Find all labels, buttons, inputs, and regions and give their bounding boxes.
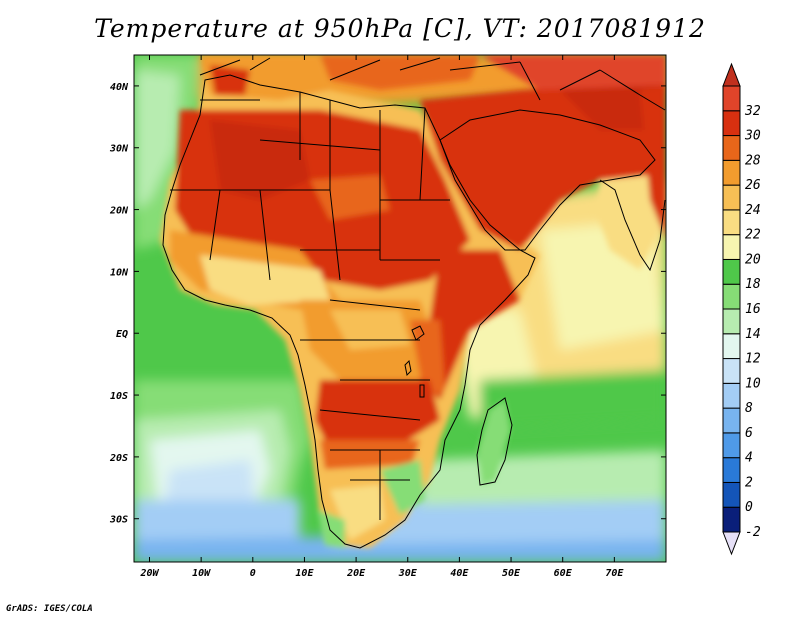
y-tick-label: 20N bbox=[109, 206, 129, 217]
colorbar-label: 20 bbox=[745, 252, 761, 267]
colorbar-label: 12 bbox=[745, 352, 761, 367]
y-tick-label: 30N bbox=[109, 144, 129, 155]
colorbar-label: 10 bbox=[745, 376, 761, 391]
colorbar-swatch bbox=[722, 457, 741, 483]
colorbar-label: 4 bbox=[745, 451, 753, 466]
colorbar-label: 8 bbox=[745, 401, 753, 416]
colorbar-swatch bbox=[722, 283, 741, 310]
colorbar-label: 14 bbox=[745, 327, 761, 342]
y-tick-label: 10N bbox=[110, 267, 129, 278]
colorbar-label: 0 bbox=[745, 500, 753, 515]
temperature-field bbox=[134, 55, 666, 562]
y-tick-label: 30S bbox=[109, 515, 128, 526]
colorbar-swatch bbox=[722, 432, 741, 459]
colorbar-swatch bbox=[722, 234, 741, 260]
map-title: Temperature at 950hPa [C], VT: 201708191… bbox=[94, 14, 706, 43]
colorbar-label: 18 bbox=[745, 277, 761, 292]
colorbar-label: 28 bbox=[745, 153, 761, 168]
colorbar-label: 32 bbox=[744, 104, 761, 119]
colorbar-swatch bbox=[722, 110, 741, 137]
colorbar-swatch bbox=[722, 308, 741, 335]
colorbar-label: 6 bbox=[745, 426, 753, 441]
colorbar-label: 16 bbox=[745, 302, 761, 317]
x-tick-label: 20E bbox=[346, 568, 366, 579]
colorbar-overflow-high bbox=[722, 62, 741, 87]
colorbar-swatch bbox=[722, 209, 741, 236]
colorbar-label: 24 bbox=[745, 203, 761, 218]
colorbar-label: 22 bbox=[745, 228, 761, 243]
colorbar-swatch bbox=[722, 258, 741, 285]
map-frame bbox=[133, 54, 667, 563]
colorbar-label: 2 bbox=[745, 475, 753, 490]
x-tick-label: 40E bbox=[450, 568, 469, 579]
x-tick-label: 0 bbox=[250, 568, 256, 579]
y-tick-label: 40N bbox=[110, 82, 129, 93]
x-tick-label: 70E bbox=[605, 568, 624, 579]
colorbar-label: 26 bbox=[745, 178, 761, 193]
colorbar-label: 30 bbox=[744, 129, 761, 144]
colorbar-overflow-low bbox=[722, 531, 741, 556]
x-tick-label: 10W bbox=[192, 568, 211, 579]
colorbar-swatch bbox=[722, 135, 741, 161]
colorbar-swatch bbox=[722, 382, 741, 409]
y-axis: 40N 30N 20N 10N EQ 10S 20S 30S bbox=[109, 82, 666, 526]
x-tick-label: 50E bbox=[502, 568, 521, 579]
x-axis: 20W 10W 0 10E 20E 30E 40E 50E 60E 70E bbox=[139, 55, 624, 579]
colorbar-swatch bbox=[722, 407, 741, 434]
x-tick-label: 10E bbox=[295, 568, 314, 579]
x-tick-label: 20W bbox=[139, 568, 159, 579]
y-tick-label: 10S bbox=[110, 391, 128, 402]
colorbar-swatch bbox=[722, 184, 741, 211]
colorbar-swatch bbox=[722, 333, 741, 360]
colorbar-swatch bbox=[722, 159, 741, 186]
colorbar-swatch bbox=[722, 506, 741, 533]
y-tick-label: 20S bbox=[109, 453, 128, 464]
x-tick-label: 60E bbox=[554, 568, 573, 579]
colorbar-swatch bbox=[722, 481, 741, 508]
credit-label: GrADS: IGES/COLA bbox=[6, 604, 93, 614]
colorbar-swatch bbox=[722, 358, 741, 384]
y-tick-label: EQ bbox=[116, 329, 128, 340]
x-tick-label: 30E bbox=[398, 568, 418, 579]
colorbar-swatch bbox=[722, 85, 741, 112]
colorbar-label: -2 bbox=[745, 525, 761, 540]
